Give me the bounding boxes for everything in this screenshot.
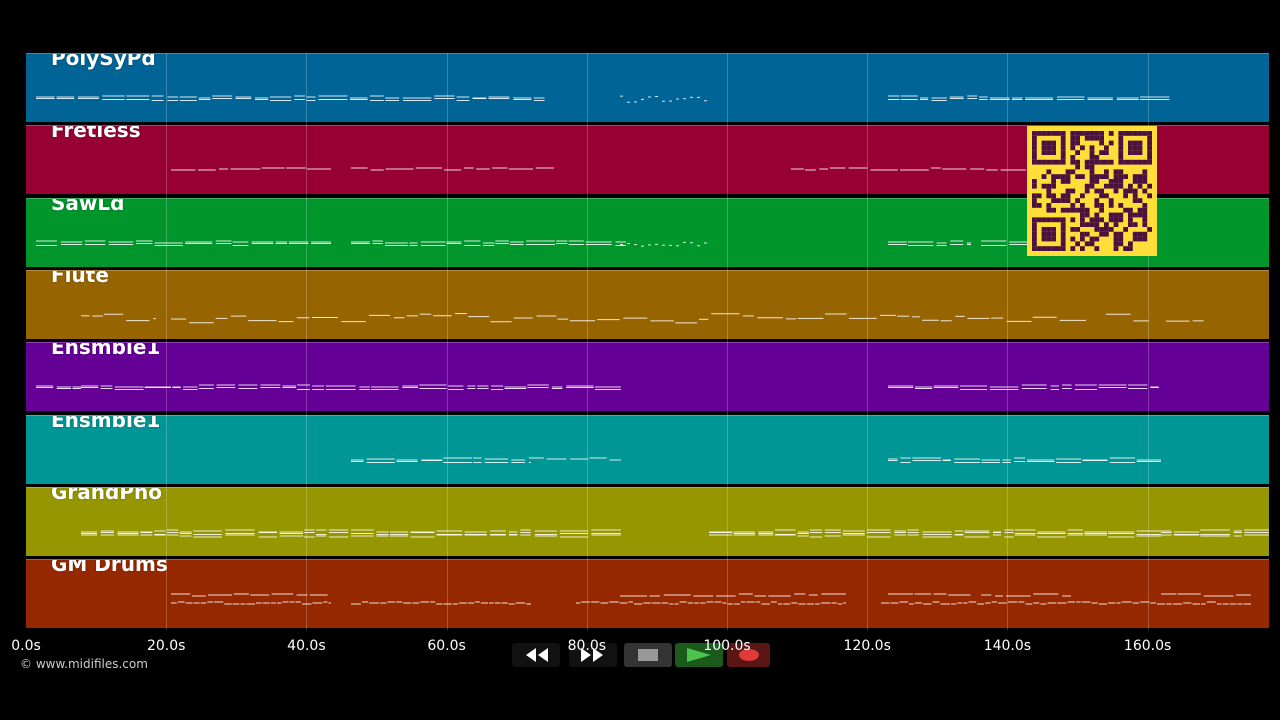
- track-lane[interactable]: Ensmble1: [26, 342, 1269, 412]
- track-lane[interactable]: GM Drums: [26, 559, 1269, 629]
- qr-code[interactable]: [1027, 126, 1157, 256]
- note-roll: [171, 167, 1026, 171]
- time-tick-label: 40.0s: [287, 638, 326, 654]
- play-button[interactable]: [675, 643, 723, 667]
- note-roll: [81, 529, 1269, 538]
- note-roll: [36, 95, 1170, 103]
- play-icon: [687, 648, 711, 662]
- track-name: GM Drums: [51, 559, 168, 577]
- track-lane[interactable]: Ensmble1: [26, 414, 1269, 484]
- record-button[interactable]: [727, 643, 770, 667]
- note-roll: [81, 312, 1204, 324]
- track-lane[interactable]: Flute: [26, 269, 1269, 339]
- stop-icon: [638, 649, 658, 661]
- time-tick-label: 100.0s: [703, 638, 751, 654]
- copyright-text: © www.midifiles.com: [20, 657, 148, 671]
- record-icon: [738, 649, 759, 661]
- track-name: Flute: [51, 269, 109, 287]
- transport-controls: [512, 643, 770, 667]
- time-tick-label: 60.0s: [427, 638, 466, 654]
- fast-forward-icon: [581, 648, 603, 662]
- time-tick-label: 20.0s: [146, 638, 186, 654]
- track-lane[interactable]: GrandPno: [26, 486, 1269, 556]
- track-name: Ensmble1: [51, 414, 161, 432]
- track-name: Ensmble1: [51, 342, 161, 360]
- note-roll: [171, 593, 1251, 605]
- track-name: SawLd: [51, 197, 125, 215]
- time-tick-label: 140.0s: [983, 638, 1032, 654]
- time-tick-label: 160.0s: [1123, 638, 1172, 654]
- time-tick-label: 0.0s: [11, 638, 41, 654]
- rewind-button[interactable]: [512, 643, 560, 667]
- qr-code-image: [1032, 131, 1152, 251]
- track-name: GrandPno: [51, 486, 162, 504]
- time-tick-label: 120.0s: [843, 638, 891, 654]
- track-name: Fretless: [51, 125, 141, 143]
- time-tick-label: 80.0s: [567, 638, 607, 654]
- rewind-icon: [526, 648, 548, 662]
- track-lane[interactable]: PolySyPd: [26, 53, 1269, 122]
- note-roll: [36, 384, 1159, 391]
- stop-button[interactable]: [624, 643, 672, 667]
- note-roll: [351, 457, 1161, 463]
- fast-forward-button[interactable]: [569, 643, 617, 667]
- track-name: PolySyPd: [51, 53, 156, 70]
